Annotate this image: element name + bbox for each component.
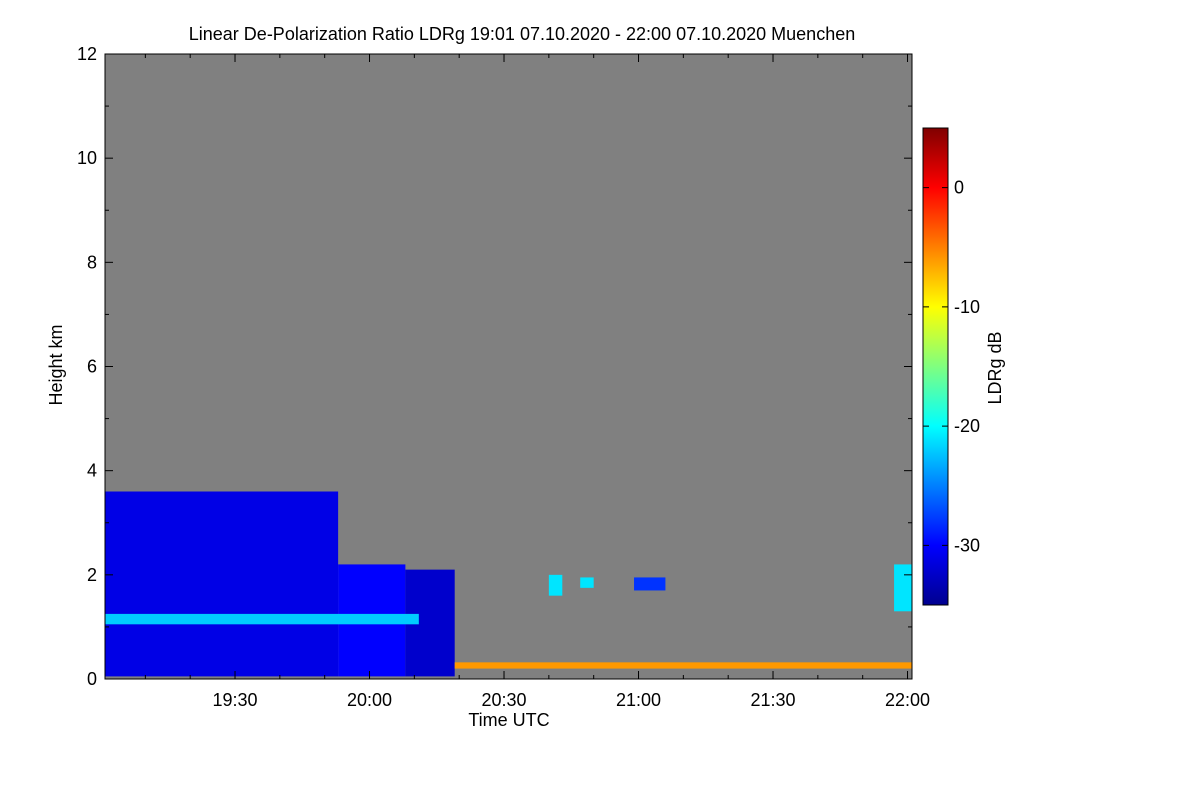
y-tick-label: 6 xyxy=(87,357,97,377)
colorbar-tick-label: -30 xyxy=(954,535,980,555)
colorbar-label: LDRg dB xyxy=(985,331,1005,404)
y-tick-label: 8 xyxy=(87,252,97,272)
colorbar-tick-label: 0 xyxy=(954,178,964,198)
colorbar-tick-label: -10 xyxy=(954,297,980,317)
x-axis-label: Time UTC xyxy=(468,710,549,730)
chart-title: Linear De-Polarization Ratio LDRg 19:01 … xyxy=(189,24,855,44)
y-tick-label: 10 xyxy=(77,148,97,168)
heatmap-region-5 xyxy=(548,574,563,596)
x-tick-label: 20:30 xyxy=(481,690,526,710)
heatmap-region-4 xyxy=(454,662,912,669)
y-tick-label: 4 xyxy=(87,461,97,481)
heatmap-region-0 xyxy=(105,491,339,677)
x-tick-label: 22:00 xyxy=(885,690,930,710)
y-tick-label: 0 xyxy=(87,669,97,689)
y-tick-label: 2 xyxy=(87,565,97,585)
heatmap-region-6 xyxy=(580,577,594,588)
colorbar: 0 -10 -20 -30 xyxy=(922,127,980,606)
y-axis-label: Height km xyxy=(46,324,66,405)
heatmap-region-7 xyxy=(634,577,666,591)
heatmap-region-3 xyxy=(105,613,419,625)
colorbar-tick-label: -20 xyxy=(954,416,980,436)
x-tick-label: 21:00 xyxy=(616,690,661,710)
x-tick-label: 19:30 xyxy=(212,690,257,710)
heatmap-region-8 xyxy=(894,564,912,612)
x-tick-label: 20:00 xyxy=(347,690,392,710)
colorbar-gradient xyxy=(922,127,949,606)
y-tick-label: 12 xyxy=(77,44,97,64)
x-tick-label: 21:30 xyxy=(750,690,795,710)
